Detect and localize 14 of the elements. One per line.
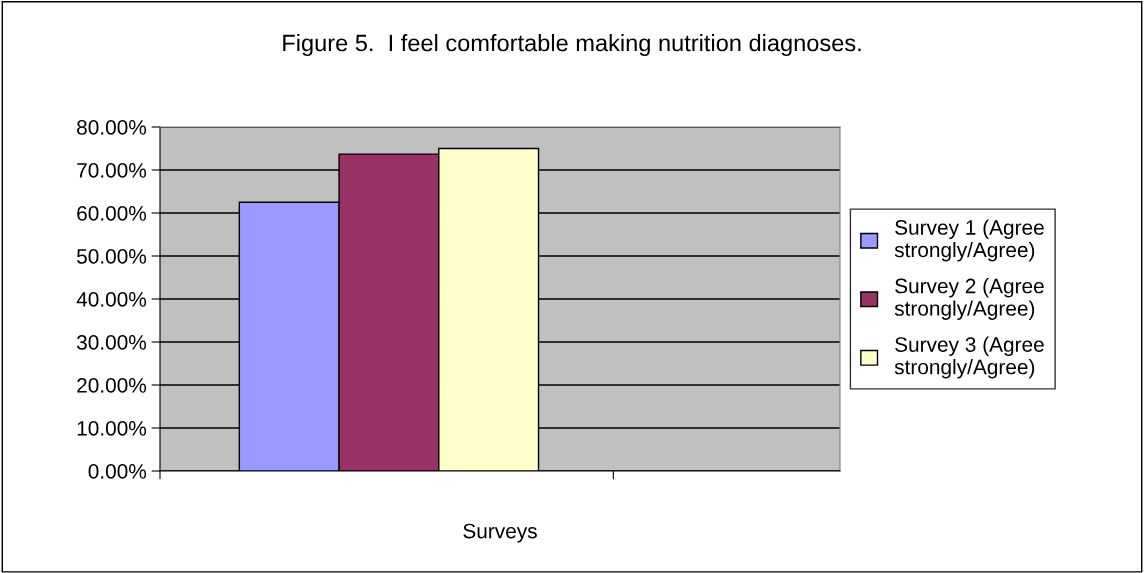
- x-axis-title: Surveys: [463, 523, 537, 543]
- y-tick-label: 20.00%: [77, 378, 147, 393]
- y-tick-label: 0.00%: [88, 464, 147, 479]
- y-tick-label: 10.00%: [77, 421, 147, 436]
- y-tick-label: 50.00%: [76, 249, 147, 264]
- legend-label: Survey 2 (Agree strongly/Agree): [894, 278, 1044, 320]
- y-tick-label: 70.00%: [77, 163, 147, 178]
- chart-title: Figure 5. I feel comfortable making nutrition diagnoses.: [283, 34, 861, 56]
- y-tick-label: 40.00%: [76, 292, 147, 307]
- y-tick-label: 60.00%: [77, 206, 147, 221]
- legend-label: Survey 3 (Agree strongly/Agree): [894, 336, 1044, 379]
- legend-label: Survey 1 (Agree strongly/Agree): [894, 219, 1044, 262]
- y-tick-label: 30.00%: [76, 335, 147, 350]
- y-tick-label: 80.00%: [77, 120, 147, 135]
